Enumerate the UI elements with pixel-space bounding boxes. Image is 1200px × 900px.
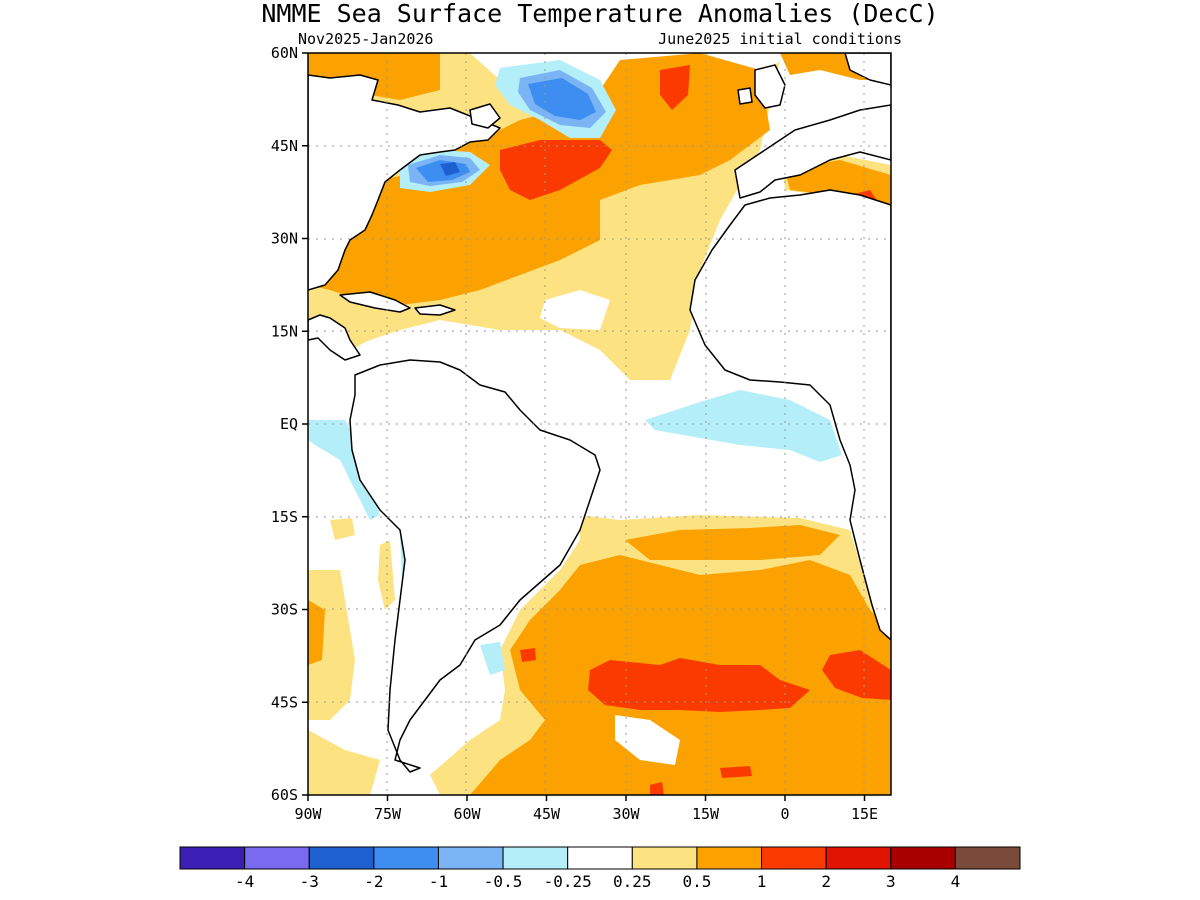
colorbar-segment	[179, 846, 246, 870]
north-america-landmass	[308, 74, 501, 291]
lat-tick-label: 60N	[271, 44, 298, 62]
africa-landmass	[689, 189, 891, 641]
lat-tick-label: 45S	[271, 693, 298, 711]
map-title: NMME Sea Surface Temperature Anomalies (…	[261, 0, 938, 28]
lon-tick-label: 30W	[612, 805, 640, 823]
colorbar-label: 2	[821, 872, 831, 891]
colorbar-segment	[696, 846, 763, 870]
lat-tick-label: 30S	[271, 601, 298, 619]
british-isles	[754, 64, 786, 109]
colorbar-segment	[502, 846, 569, 870]
lon-tick-label: 90W	[294, 805, 322, 823]
colorbar-segment	[954, 846, 1021, 870]
plot-area	[308, 53, 891, 795]
colorbar-segment	[890, 846, 956, 870]
lat-tick-label: 60S	[271, 786, 298, 804]
colorbar-label: -0.25	[544, 872, 592, 891]
lat-tick-label: 15S	[271, 508, 298, 526]
colorbar-label: -1	[429, 872, 448, 891]
colorbar-label: 1	[757, 872, 767, 891]
colorbar-segment	[437, 846, 504, 870]
lat-tick-label: 30N	[271, 230, 298, 248]
colorbar-segment	[631, 846, 698, 870]
colorbar-label: -2	[364, 872, 383, 891]
lat-tick-label: 45N	[271, 137, 298, 155]
lat-tick-label: 15N	[271, 322, 298, 340]
lon-tick-label: 75W	[374, 805, 402, 823]
colorbar-segment	[244, 846, 310, 870]
graticule	[308, 53, 891, 795]
colorbar-label: 0.25	[613, 872, 652, 891]
colorbar-segment	[567, 846, 633, 870]
forecast-period: Nov2025-Jan2026	[298, 30, 433, 48]
near-zero-regions	[540, 290, 680, 765]
lon-tick-label: 60W	[453, 805, 481, 823]
initial-conditions: June2025 initial conditions	[658, 30, 902, 48]
colorbar-label: -4	[235, 872, 254, 891]
colorbar-label: 3	[886, 872, 896, 891]
colorbar-segment	[373, 846, 439, 870]
lat-tick-label: EQ	[280, 415, 298, 433]
coastlines	[308, 53, 891, 773]
longitude-ticks: 90W 75W 60W 45W 30W 15W 0 15E	[294, 795, 878, 823]
colorbar-label: 4	[951, 872, 961, 891]
colorbar-label: 0.5	[682, 872, 711, 891]
latitude-ticks: 60N 45N 30N 15N EQ 15S 30S 45S 60S	[271, 44, 308, 804]
anomaly-regions-2	[500, 65, 891, 795]
central-america-landmass	[308, 314, 361, 361]
lon-tick-label: 0	[780, 805, 789, 823]
colorbar-label: -0.5	[484, 872, 523, 891]
south-america-landmass	[349, 359, 601, 773]
colorbar: -4 -3 -2 -1 -0.5 -0.25 0.25 0.5 1 2 3 4	[179, 846, 1021, 891]
colorbar-segment	[308, 846, 375, 870]
anomaly-regions-neg-2	[440, 162, 460, 176]
caribbean-islands	[339, 291, 411, 313]
lon-tick-label: 15W	[692, 805, 720, 823]
lon-tick-label: 15E	[851, 805, 878, 823]
colorbar-label: -3	[300, 872, 319, 891]
lon-tick-label: 45W	[533, 805, 561, 823]
colorbar-segment	[825, 846, 892, 870]
colorbar-segment	[761, 846, 827, 870]
europe-landmass	[734, 104, 891, 199]
